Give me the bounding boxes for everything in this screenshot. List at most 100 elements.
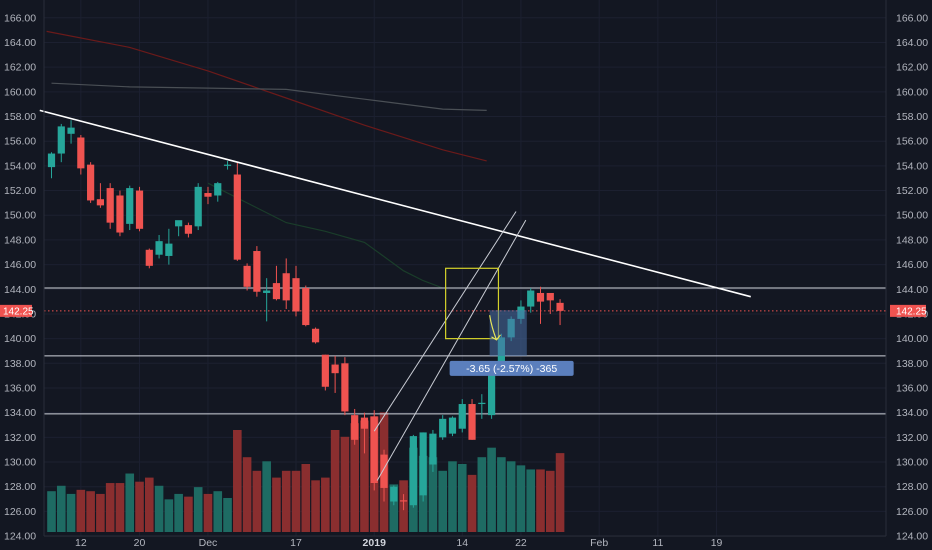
candle-body xyxy=(126,188,134,224)
projection-arrow xyxy=(489,315,498,341)
right-tick-label: 128.00 xyxy=(896,481,928,493)
volume-bar xyxy=(457,464,467,532)
candle-body xyxy=(321,354,329,387)
last-price-label-right: 142.25 xyxy=(896,306,927,317)
time-tick-label: 20 xyxy=(134,537,146,549)
candle-body xyxy=(302,288,310,326)
volume-bar xyxy=(497,457,506,532)
right-tick-label: 134.00 xyxy=(896,407,928,419)
right-tick-label: 138.00 xyxy=(896,358,928,370)
moving-average-long xyxy=(46,30,487,162)
volume-bar xyxy=(115,483,125,532)
left-tick-label: 130.00 xyxy=(4,457,36,469)
left-tick-label: 158.00 xyxy=(4,111,36,123)
candle-body xyxy=(47,153,56,168)
left-tick-label: 162.00 xyxy=(4,62,36,74)
volume-bar xyxy=(506,461,516,532)
candle-body xyxy=(155,241,163,255)
volume-bar xyxy=(184,496,193,532)
candle-body xyxy=(175,220,183,227)
volume-bar xyxy=(545,470,555,532)
candle-body xyxy=(214,183,222,196)
candle-body xyxy=(429,433,437,465)
candle-body xyxy=(360,417,369,429)
right-tick-label: 148.00 xyxy=(896,234,928,246)
volume-bar xyxy=(47,491,56,532)
volume-bar xyxy=(66,493,76,532)
volume-bar xyxy=(311,480,320,532)
candle-body xyxy=(233,174,241,260)
left-tick-label: 144.00 xyxy=(4,284,36,296)
right-tick-label: 156.00 xyxy=(896,136,928,148)
last-price-tags: 142.25 142.25 xyxy=(0,304,927,317)
candle-body xyxy=(292,278,300,312)
volume-bar xyxy=(233,430,242,532)
candle-body xyxy=(204,193,212,197)
left-tick-label: 136.00 xyxy=(4,382,36,394)
candle-body xyxy=(67,127,75,134)
candle-body xyxy=(77,137,85,169)
measure-label-background xyxy=(449,360,574,376)
volume-bar xyxy=(203,493,213,532)
right-tick-label: 164.00 xyxy=(896,37,928,49)
time-tick-label: 2019 xyxy=(363,537,387,549)
volume-bar xyxy=(330,430,340,532)
right-tick-label: 158.00 xyxy=(896,111,928,123)
volume-bar xyxy=(526,469,536,532)
time-tick-label: 12 xyxy=(75,537,87,549)
candle-body xyxy=(145,249,153,266)
volume-bar xyxy=(252,470,262,532)
volume-bar xyxy=(105,483,115,532)
candle-body xyxy=(253,251,261,292)
moving-average-mid xyxy=(51,82,487,111)
candle-body xyxy=(488,373,496,416)
candle-body xyxy=(458,404,466,429)
volume-bar xyxy=(536,469,545,532)
candle-body xyxy=(380,454,388,488)
volume-bar xyxy=(487,447,496,532)
right-tick-label: 144.00 xyxy=(896,284,928,296)
time-tick-label: 11 xyxy=(652,537,663,549)
right-price-axis: 166.00 164.00 162.00 160.00 158.00 156.00 154.… xyxy=(885,0,928,543)
time-tick-label: 22 xyxy=(515,537,527,549)
candle-body xyxy=(57,126,65,154)
volume-bar xyxy=(448,461,457,532)
candle-body xyxy=(399,500,408,502)
volume-bar xyxy=(428,457,438,532)
measure-label: -3.65 (-2.57%) -365 xyxy=(466,363,557,375)
left-tick-label: 164.00 xyxy=(4,37,36,49)
right-tick-label: 160.00 xyxy=(896,86,928,98)
time-tick-label: Feb xyxy=(590,537,608,549)
candle-body xyxy=(527,290,535,307)
candle-body xyxy=(468,404,476,440)
volume-bar xyxy=(125,473,135,532)
candle-body xyxy=(536,292,545,302)
volume-bar xyxy=(360,420,369,532)
candle-body xyxy=(106,188,114,223)
right-tick-label: 150.00 xyxy=(896,210,928,222)
candle-body xyxy=(331,364,339,374)
left-tick-label: 154.00 xyxy=(4,160,36,172)
volume-bar xyxy=(350,423,359,532)
volume-bar xyxy=(516,465,526,532)
candle-body xyxy=(439,418,447,438)
last-price-tag-right xyxy=(890,304,926,317)
left-tick-label: 146.00 xyxy=(4,259,36,271)
candle-body xyxy=(370,416,378,484)
volume-bar xyxy=(301,464,311,532)
left-tick-label: 166.00 xyxy=(4,12,36,24)
candle-body xyxy=(194,186,202,227)
descending-trendline xyxy=(39,109,751,298)
volume-bar xyxy=(154,485,164,532)
left-tick-label: 150.00 xyxy=(4,210,36,222)
time-axis: 12 20 Dec 17 2019 14 22 Feb 11 19 xyxy=(44,535,886,549)
projection-arrow-head xyxy=(491,334,501,341)
volume-bar xyxy=(477,457,487,532)
volume-bar xyxy=(86,491,95,532)
left-tick-label: 156.00 xyxy=(4,136,36,148)
drawings[interactable]: -3.65 (-2.57%) -365 xyxy=(39,109,751,481)
right-tick-label: 162.00 xyxy=(896,62,928,74)
volume-bar xyxy=(76,489,86,532)
